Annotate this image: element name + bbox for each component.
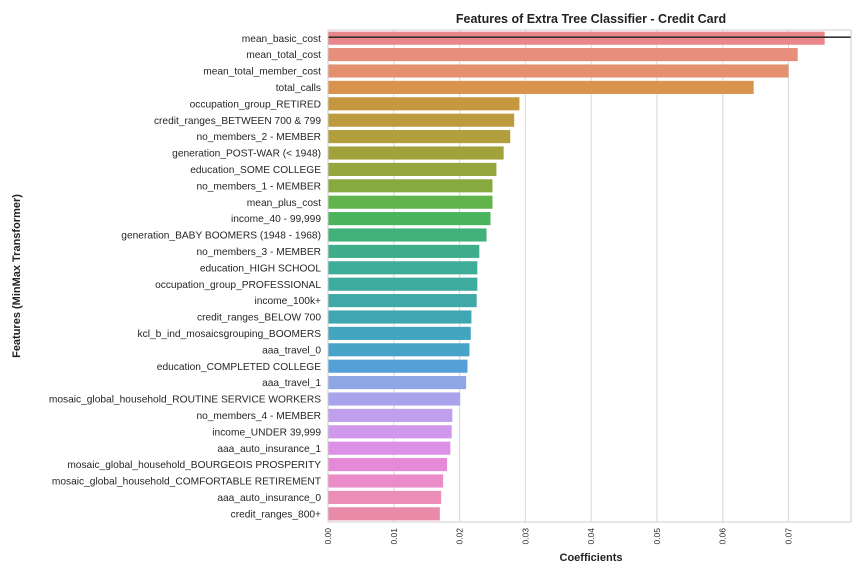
- bar: [328, 228, 487, 242]
- x-tick-label: 0.03: [520, 528, 530, 545]
- y-tick-label: education_COMPLETED COLLEGE: [157, 362, 321, 373]
- bar: [328, 343, 470, 357]
- y-tick-label: credit_ranges_BETWEEN 700 & 799: [154, 116, 321, 127]
- bar: [328, 146, 504, 160]
- bar: [328, 80, 754, 94]
- bar: [328, 425, 452, 439]
- bar: [328, 392, 461, 406]
- y-tick-label: total_calls: [276, 83, 321, 94]
- x-tick-label: 0.06: [718, 528, 728, 545]
- bar: [328, 261, 478, 275]
- bar: [328, 162, 497, 176]
- x-tick-label: 0.04: [586, 528, 596, 545]
- bar: [328, 359, 468, 373]
- y-tick-label: generation_BABY BOOMERS (1948 - 1968): [121, 231, 321, 242]
- y-tick-label: mean_basic_cost: [242, 34, 321, 45]
- y-tick-labels: mean_basic_cost mean_total_cost mean_total…: [49, 34, 322, 521]
- x-tick-label: 0.07: [784, 528, 794, 545]
- y-tick-label: mosaic_global_household_BOURGEOIS PROSPE…: [67, 460, 321, 471]
- y-tick-label: mean_plus_cost: [247, 198, 321, 209]
- y-tick-label: kcl_b_ind_mosaicsgrouping_BOOMERS: [138, 329, 322, 340]
- grid-lines: [393, 30, 790, 522]
- y-tick-label: mean_total_cost: [246, 50, 321, 61]
- bar: [328, 277, 478, 291]
- bar: [328, 64, 789, 78]
- bar: [328, 507, 440, 521]
- y-tick-label: occupation_group_PROFESSIONAL: [155, 280, 321, 291]
- y-tick-label: aaa_travel_0: [262, 345, 321, 356]
- y-tick-label: no_members_3 - MEMBER: [196, 247, 321, 258]
- y-tick-label: no_members_4 - MEMBER: [196, 411, 321, 422]
- y-tick-label: income_100k+: [254, 296, 321, 307]
- x-tick-label: 0.00: [323, 528, 333, 545]
- x-tick-label: 0.02: [455, 528, 465, 545]
- y-tick-label: no_members_2 - MEMBER: [196, 132, 321, 143]
- bar: [328, 376, 467, 390]
- bar: [328, 490, 442, 504]
- x-axis-label: Coefficients: [560, 552, 623, 564]
- plot-frame: [327, 29, 852, 523]
- bar: [328, 310, 472, 324]
- y-tick-label: no_members_1 - MEMBER: [196, 181, 321, 192]
- bar: [328, 31, 825, 45]
- y-tick-label: mosaic_global_household_ROUTINE SERVICE …: [49, 395, 321, 406]
- y-tick-label: education_HIGH SCHOOL: [200, 263, 322, 274]
- y-tick-label: income_UNDER 39,999: [212, 427, 321, 438]
- y-tick-label: education_SOME COLLEGE: [190, 165, 321, 176]
- bar: [328, 441, 451, 455]
- bar: [328, 326, 471, 340]
- bar: [328, 97, 520, 111]
- chart-title: Features of Extra Tree Classifier - Cred…: [456, 12, 726, 26]
- bar: [328, 113, 515, 127]
- y-axis-label: Features (MinMax Transformer): [11, 194, 23, 358]
- y-tick-label: aaa_auto_insurance_0: [217, 493, 321, 504]
- x-tick-label: 0.05: [652, 528, 662, 545]
- bars: [328, 31, 825, 521]
- y-tick-label: credit_ranges_BELOW 700: [197, 313, 321, 324]
- y-tick-label: aaa_travel_1: [262, 378, 321, 389]
- bar: [328, 294, 477, 308]
- y-tick-label: occupation_group_RETIRED: [190, 99, 321, 110]
- y-tick-label: generation_POST-WAR (< 1948): [172, 149, 321, 160]
- bar: [328, 212, 491, 226]
- y-tick-label: credit_ranges_800+: [231, 509, 321, 520]
- y-tick-label: mean_total_member_cost: [203, 67, 321, 78]
- y-tick-label: aaa_auto_insurance_1: [217, 444, 321, 455]
- bar: [328, 195, 493, 209]
- bar: [328, 244, 480, 258]
- x-tick-labels: 0.00 0.01 0.02 0.03 0.04 0.05 0.06 0.07: [323, 528, 794, 545]
- bar: [328, 408, 453, 422]
- y-tick-label: income_40 - 99,999: [231, 214, 321, 225]
- y-tick-label: mosaic_global_household_COMFORTABLE RETI…: [52, 477, 321, 488]
- bar: [328, 474, 444, 488]
- x-tick-label: 0.01: [389, 528, 399, 545]
- bar: [328, 48, 798, 62]
- bar: [328, 458, 448, 472]
- bar: [328, 179, 493, 193]
- bar: [328, 130, 511, 144]
